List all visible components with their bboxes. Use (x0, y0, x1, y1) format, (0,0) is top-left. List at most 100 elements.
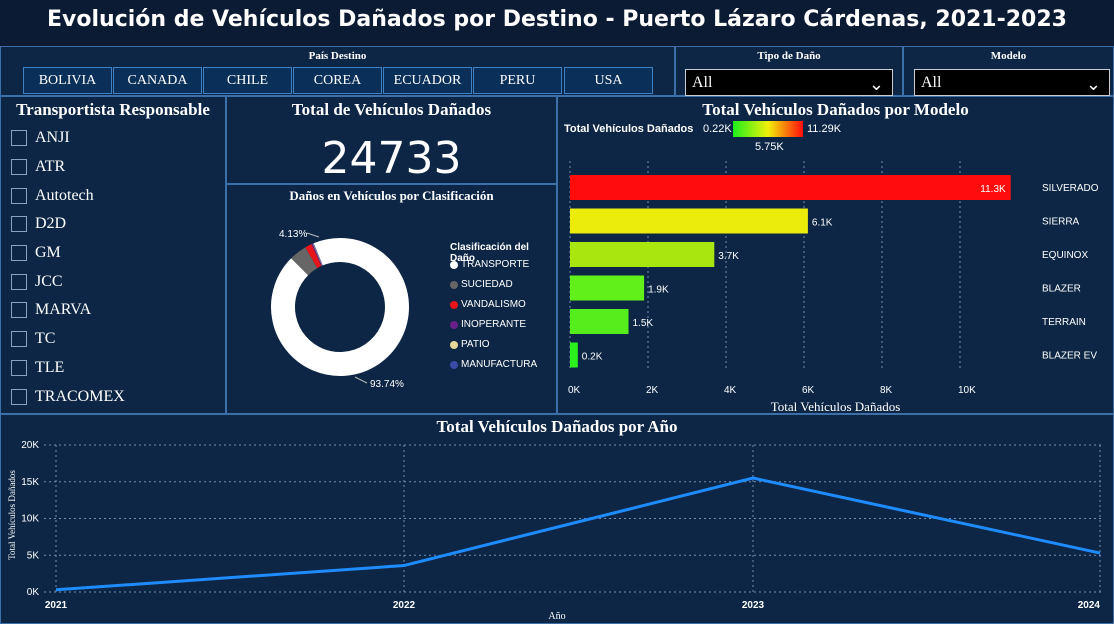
transport-item-d2d[interactable]: D2D (11, 213, 66, 235)
line-y-tick: 15K (21, 477, 39, 488)
legend-item-transporte: TRANSPORTE (450, 259, 529, 270)
checkbox[interactable] (11, 245, 27, 261)
model-bar-chart: 0K 2K 4K 6K 8K 10K 11.3K SILVERADO 6.1K SIERRA 3.7… (568, 161, 1099, 396)
bar-x-tick: 2K (646, 385, 659, 396)
bar-value-label: 1.9K (648, 285, 669, 296)
checkbox[interactable] (11, 216, 27, 232)
donut-legend-title: Clasificación del Daño (450, 242, 529, 264)
country-button-chile[interactable]: CHILE (203, 67, 292, 94)
damage-type-title: Tipo de Daño (757, 50, 821, 62)
damage-type-value: All (692, 74, 713, 91)
transport-item-anji[interactable]: ANJI (11, 127, 70, 149)
chevron-down-icon: ⌄ (868, 74, 884, 94)
bar-value-label: 1.5K (633, 318, 654, 329)
gradient-legend-max: 11.29K (807, 123, 842, 135)
kpi-title: Total de Vehículos Dañados (291, 100, 492, 119)
line-y-tick: 20K (21, 440, 39, 451)
checkbox[interactable] (11, 159, 27, 175)
damage-type-slicer: Tipo de Daño All ⌄ (675, 46, 903, 96)
bar-value-label: 11.3K (980, 184, 1006, 195)
transport-item-tle[interactable]: TLE (11, 357, 64, 379)
country-button-corea[interactable]: COREA (293, 67, 382, 94)
legend-item-manufactura: MANUFACTURA (450, 359, 537, 370)
bar-blazer-ev (570, 342, 578, 368)
bar-x-tick: 4K (724, 385, 737, 396)
gradient-legend-mid: 5.75K (755, 141, 784, 153)
transport-item-autotech[interactable]: Autotech (11, 185, 94, 207)
country-button-canada[interactable]: CANADA (113, 67, 202, 94)
line-y-tick: 10K (21, 514, 39, 525)
line-x-tick: 2023 (742, 600, 765, 611)
checkbox[interactable] (11, 188, 27, 204)
bar-value-label: 3.7K (718, 251, 739, 262)
kpi-card: Total de Vehículos Dañados 24733 (226, 96, 557, 184)
legend-item-patio: PATIO (450, 339, 490, 350)
checkbox[interactable] (11, 331, 27, 347)
checkbox[interactable] (11, 360, 27, 376)
year-chart-title: Total Vehículos Dañados por Año (436, 417, 678, 436)
bar-silverado (570, 175, 1011, 200)
line-x-tick: 2021 (45, 600, 68, 611)
donut-label-big: 93.74% (370, 379, 404, 390)
gradient-legend-min: 0.22K (703, 123, 732, 135)
year-series-line (55, 476, 1101, 592)
model-dropdown[interactable]: All ⌄ (914, 69, 1110, 96)
damage-type-dropdown[interactable]: All ⌄ (685, 69, 893, 96)
bar-category-label: BLAZER (1042, 284, 1081, 295)
country-slicer-title: País Destino (308, 50, 367, 62)
transport-title: Transportista Responsable (16, 100, 210, 119)
donut-slice-transporte (271, 238, 409, 376)
country-button-bolivia[interactable]: BOLIVIA (23, 67, 112, 94)
checkbox[interactable] (11, 130, 27, 146)
transport-item-marva[interactable]: MARVA (11, 299, 91, 321)
model-chart-xlabel: Total Vehículos Dañados (770, 399, 901, 414)
bar-value-label: 6.1K (812, 218, 833, 229)
chevron-down-icon: ⌄ (1085, 74, 1101, 94)
legend-item-inoperante: INOPERANTE (450, 319, 526, 330)
year-chart-panel: Total Vehículos Dañados por Año 0K 5K 10K 1… (0, 414, 1114, 624)
model-value: All (921, 74, 942, 91)
transport-item-atr[interactable]: ATR (11, 156, 65, 178)
donut-chart: 4.13% 93.74% (271, 229, 409, 390)
bar-category-label: TERRAIN (1042, 317, 1086, 328)
country-button-ecuador[interactable]: ECUADOR (383, 67, 472, 94)
line-x-tick: 2024 (1078, 600, 1101, 611)
checkbox[interactable] (11, 274, 27, 290)
checkbox[interactable] (11, 302, 27, 318)
transport-item-gm[interactable]: GM (11, 242, 61, 264)
line-y-tick: 0K (27, 587, 40, 598)
bar-x-tick: 6K (802, 385, 815, 396)
bar-x-tick: 10K (958, 385, 976, 396)
bar-x-tick: 8K (880, 385, 893, 396)
year-chart-xlabel: Año (548, 611, 566, 622)
country-button-peru[interactable]: PERU (473, 67, 562, 94)
bar-x-tick: 0K (568, 385, 581, 396)
kpi-value: 24733 (321, 133, 462, 184)
donut-label-small: 4.13% (279, 229, 307, 240)
legend-item-suciedad: SUCIEDAD (450, 279, 513, 290)
legend-item-vandalismo: VANDALISMO (450, 299, 526, 310)
bar-value-label: 0.2K (582, 352, 603, 363)
page-title: Evolución de Vehículos Dañados por Desti… (47, 7, 1067, 32)
transport-item-tracomex[interactable]: TRACOMEX (11, 386, 125, 408)
model-slicer-title: Modelo (990, 50, 1027, 62)
bar-equinox (570, 242, 715, 267)
title-bar: Evolución de Vehículos Dañados por Desti… (0, 0, 1114, 46)
donut-panel: Daños en Vehículos por Clasificación 4.1… (226, 184, 557, 414)
model-slicer: Modelo All ⌄ (903, 46, 1114, 96)
line-y-tick: 5K (27, 550, 40, 561)
transport-item-tc[interactable]: TC (11, 328, 55, 350)
model-chart-title: Total Vehículos Dañados por Modelo (702, 100, 969, 119)
donut-title: Daños en Vehículos por Clasificación (289, 188, 494, 203)
country-button-usa[interactable]: USA (564, 67, 653, 94)
bar-terrain (570, 309, 629, 334)
checkbox[interactable] (11, 389, 27, 405)
bar-blazer (570, 275, 645, 301)
bar-category-label: SIERRA (1042, 217, 1080, 228)
bar-category-label: BLAZER EV (1042, 351, 1097, 362)
year-line-chart: 0K 5K 10K 15K 20K 2021 2022 2023 2024 (21, 440, 1101, 611)
transport-item-jcc[interactable]: JCC (11, 271, 63, 293)
bar-sierra (570, 208, 808, 234)
gradient-legend-label: Total Vehículos Dañados (564, 123, 694, 135)
line-x-tick: 2022 (393, 600, 416, 611)
